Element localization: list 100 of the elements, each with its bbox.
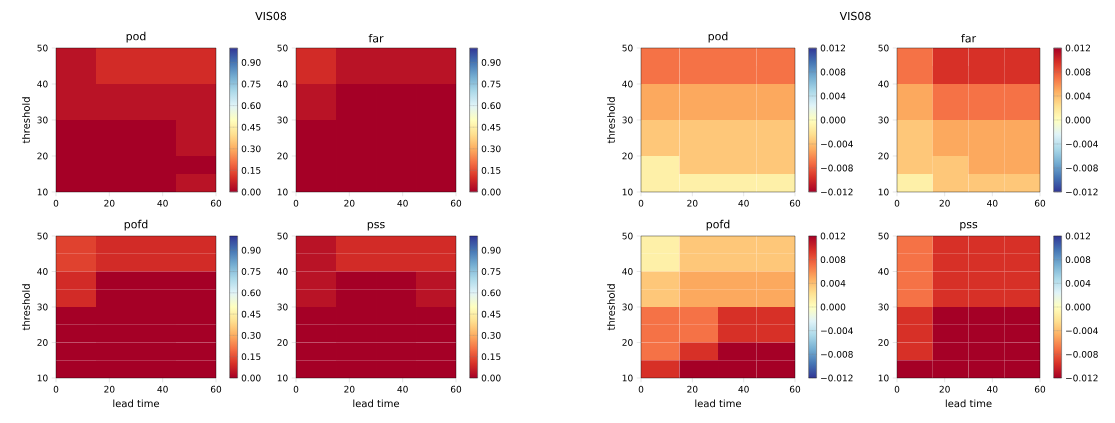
- chart-title: pod: [708, 31, 728, 43]
- y-tick-label: 50: [277, 232, 288, 240]
- y-tick-label: 40: [277, 268, 288, 275]
- color-bar-label: 0.15: [481, 166, 501, 174]
- color-bar-label: 0.75: [241, 268, 261, 275]
- y-tick-label: 20: [277, 339, 288, 346]
- color-bar-label: 0.000: [820, 116, 846, 124]
- color-bar-label: 0.00: [481, 188, 501, 196]
- y-tick-label: 10: [622, 374, 633, 382]
- color-bar-label: 0.008: [820, 256, 846, 264]
- y-tick-label: 40: [622, 80, 633, 88]
- y-tick-label: 40: [37, 80, 48, 88]
- y-tick-label: 40: [622, 268, 633, 275]
- x-axis-title: lead time: [945, 399, 992, 408]
- chart-title: far: [961, 33, 977, 43]
- color-bar-label: 0.004: [820, 92, 846, 100]
- y-tick-label: 40: [37, 268, 48, 275]
- color-bar-label: 0.45: [481, 123, 501, 131]
- y-axis-title: threshold: [22, 284, 30, 331]
- x-axis-title: lead time: [353, 399, 400, 408]
- x-tick-label: 0: [53, 385, 59, 393]
- color-bar-label: 0.004: [1065, 279, 1091, 287]
- x-tick-label: 20: [939, 385, 950, 393]
- color-bar-label: −0.008: [821, 164, 853, 172]
- y-tick-label: 30: [622, 303, 633, 311]
- color-bar-label: 0.00: [241, 374, 261, 382]
- y-axis-title: threshold: [607, 284, 615, 331]
- chart-title: pofd: [124, 219, 148, 231]
- y-tick-label: 10: [37, 188, 48, 196]
- y-tick-label: 30: [622, 116, 633, 124]
- color-bar-label: 0.30: [241, 331, 261, 339]
- x-tick-label: 0: [293, 199, 299, 207]
- x-tick-label: 20: [104, 385, 115, 393]
- color-bar-label: 0.30: [481, 145, 501, 153]
- chart-title: pss: [367, 222, 385, 231]
- chart-title: pss: [960, 222, 978, 231]
- color-bar-label: −0.004: [821, 327, 853, 335]
- color-bar-label: 0.75: [481, 268, 501, 275]
- y-tick-label: 30: [878, 303, 889, 311]
- y-tick-label: 20: [878, 339, 889, 346]
- chart-title: far: [368, 33, 384, 43]
- y-tick-label: 10: [878, 188, 889, 196]
- color-bar-label: 0.008: [820, 68, 846, 76]
- color-bar-label: 0.60: [241, 289, 261, 297]
- color-bar-label: −0.008: [1066, 350, 1098, 358]
- color-bar-label: 0.000: [1065, 116, 1091, 124]
- x-tick-label: 0: [894, 199, 900, 207]
- x-tick-label: 20: [687, 199, 698, 207]
- x-tick-label: 20: [344, 199, 355, 207]
- y-tick-label: 20: [622, 152, 633, 160]
- y-axis-title: threshold: [607, 97, 615, 144]
- color-bar-label: 0.75: [241, 80, 261, 88]
- y-tick-label: 50: [878, 44, 889, 52]
- color-bar-label: 0.90: [481, 246, 501, 254]
- y-tick-label: 10: [37, 374, 48, 382]
- text: VIS08: [255, 11, 287, 21]
- y-tick-label: 50: [277, 44, 288, 52]
- color-bar-label: 0.008: [1065, 68, 1091, 76]
- x-tick-label: 0: [894, 385, 900, 393]
- x-tick-label: 20: [104, 199, 115, 207]
- y-tick-label: 40: [878, 268, 889, 275]
- color-bar-label: 0.60: [241, 102, 261, 109]
- y-tick-label: 50: [622, 44, 633, 52]
- x-tick-label: 60: [450, 385, 462, 393]
- y-tick-label: 30: [277, 116, 288, 124]
- color-bar-label: 0.00: [241, 188, 261, 196]
- y-tick-label: 50: [878, 232, 889, 240]
- y-tick-label: 10: [277, 374, 288, 382]
- color-bar-label: 0.90: [241, 59, 261, 66]
- x-tick-label: 60: [789, 199, 801, 207]
- color-bar-label: 0.000: [820, 303, 846, 311]
- x-tick-label: 60: [210, 199, 222, 207]
- color-bar-label: 0.90: [481, 59, 501, 66]
- color-bar-label: −0.008: [1066, 164, 1098, 172]
- x-tick-label: 40: [157, 199, 168, 207]
- x-tick-label: 0: [53, 199, 59, 207]
- y-tick-label: 40: [277, 80, 288, 88]
- chart-title: pofd: [706, 219, 730, 231]
- color-bar-label: 0.004: [1065, 92, 1091, 100]
- color-bar-label: 0.30: [241, 145, 261, 153]
- text: VIS08: [839, 11, 871, 21]
- y-tick-label: 40: [878, 80, 889, 88]
- y-tick-label: 30: [277, 303, 288, 311]
- color-bar-label: −0.012: [821, 188, 853, 196]
- x-tick-label: 60: [1034, 385, 1046, 393]
- x-tick-label: 60: [450, 199, 462, 207]
- color-bar-label: 0.012: [1065, 232, 1090, 240]
- color-bar-label: −0.004: [1066, 140, 1098, 148]
- x-tick-label: 20: [687, 385, 698, 393]
- x-tick-label: 40: [157, 385, 168, 393]
- x-axis-title: lead time: [695, 399, 742, 408]
- x-tick-label: 40: [987, 385, 998, 393]
- color-bar-label: 0.15: [241, 353, 261, 361]
- color-bar-label: 0.45: [481, 310, 501, 318]
- color-bar-label: 0.00: [481, 374, 501, 382]
- y-tick-label: 50: [37, 232, 48, 240]
- x-tick-label: 40: [397, 385, 408, 393]
- y-tick-label: 50: [622, 232, 633, 240]
- color-bar-label: −0.008: [821, 350, 853, 358]
- color-bar-label: 0.45: [241, 123, 261, 131]
